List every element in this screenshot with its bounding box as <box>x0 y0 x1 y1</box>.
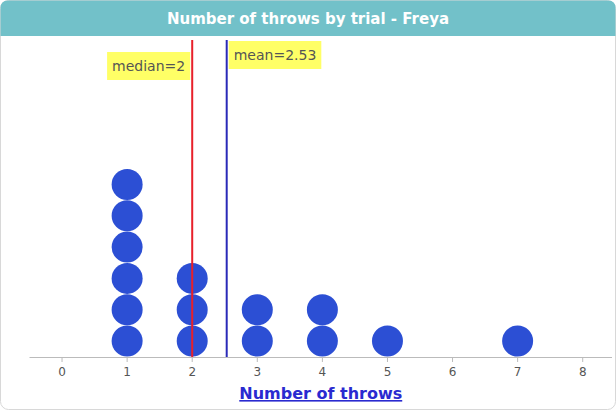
x-axis-label: Number of throws <box>239 384 402 403</box>
annotation-box <box>229 41 322 69</box>
x-tick <box>387 357 388 362</box>
x-tick <box>192 357 193 362</box>
x-tick-label: 5 <box>384 365 392 379</box>
chart-svg: Number of throws by trial - Freya 0 1 2 3 4 5 6… <box>0 0 616 410</box>
x-tick-label: 6 <box>449 365 457 379</box>
x-tick <box>452 357 453 362</box>
annotation-label: median=2 <box>112 58 185 74</box>
x-tick <box>62 357 63 362</box>
x-tick <box>582 357 583 362</box>
x-tick-label: 0 <box>58 365 66 379</box>
title: Number of throws by trial - Freya <box>167 10 449 28</box>
chart-container: Number of throws by trial - Freya 0 1 2 3 4 5 6… <box>0 0 616 410</box>
x-tick-label: 8 <box>579 365 587 379</box>
dot <box>307 326 338 357</box>
title-bar <box>1 1 616 37</box>
x-tick-label: 1 <box>123 365 131 379</box>
annotation-box <box>107 52 190 80</box>
dot <box>112 326 143 357</box>
frame <box>1 1 616 410</box>
x-tick-label: 7 <box>514 365 522 379</box>
x-tick <box>127 357 128 362</box>
dot <box>242 326 273 357</box>
dots <box>112 169 534 357</box>
annotation-line <box>226 40 228 357</box>
dot <box>372 326 403 357</box>
annotation-lines <box>192 40 226 357</box>
x-tick-label: 4 <box>319 365 327 379</box>
x-tick <box>517 357 518 362</box>
dot <box>307 294 338 325</box>
dot <box>112 232 143 263</box>
annotation-label: mean=2.53 <box>234 47 317 63</box>
x-axis-line <box>30 357 613 358</box>
annotation-line <box>191 40 193 357</box>
dot <box>242 294 273 325</box>
x-tick <box>257 357 258 362</box>
x-tick-label: 3 <box>253 365 261 379</box>
dot <box>502 326 533 357</box>
dot <box>112 200 143 231</box>
x-tick-label: 2 <box>188 365 196 379</box>
dot <box>112 169 143 200</box>
dot <box>112 263 143 294</box>
dot <box>112 294 143 325</box>
x-tick <box>322 357 323 362</box>
